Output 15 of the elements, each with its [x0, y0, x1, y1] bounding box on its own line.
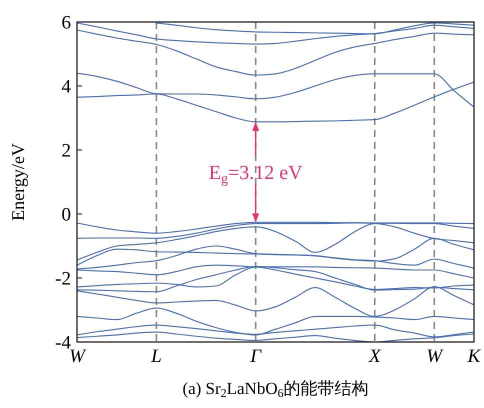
x-tick-label: W	[426, 346, 444, 367]
x-tick-label: Γ	[249, 346, 262, 367]
y-tick-label: 2	[62, 140, 71, 162]
text: (a) Sr$_{2}$LaNbO$_{6}$的能带结构	[182, 379, 369, 400]
x-tick-label: X	[368, 346, 382, 367]
x-tick-label: W	[69, 346, 88, 367]
x-tick-label: K	[466, 346, 482, 367]
y-tick-label: 6	[62, 12, 71, 34]
y-axis-title: Energy/eV	[8, 143, 28, 221]
y-tick-label: 0	[62, 204, 71, 226]
annotation: E$_{g}$=3.12 eV	[208, 162, 304, 187]
y-tick-label: -2	[55, 268, 71, 290]
y-tick-label: 4	[62, 76, 72, 98]
x-tick-label: L	[150, 346, 162, 367]
y-tick-label: -4	[55, 332, 72, 354]
